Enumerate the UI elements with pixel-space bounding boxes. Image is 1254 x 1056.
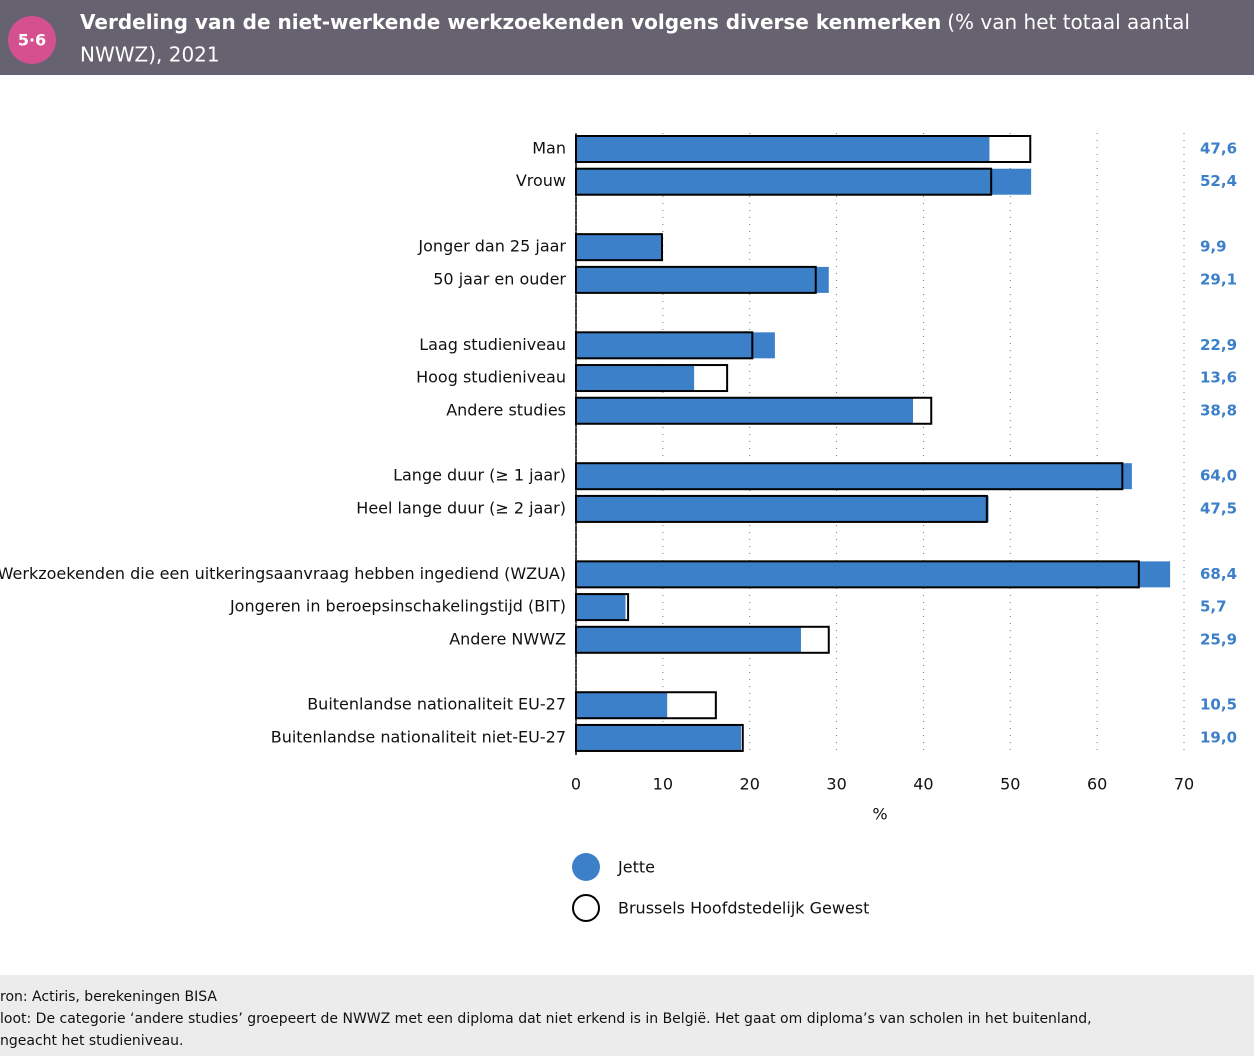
y-tick-label: Buitenlandse nationaliteit EU-27 bbox=[307, 695, 566, 714]
note: loot: De categorie ‘andere studies’ groe… bbox=[0, 1011, 1092, 1027]
bar-outline bbox=[575, 625, 830, 654]
bar bbox=[576, 234, 662, 261]
header-bar bbox=[0, 0, 1254, 75]
x-tick-label: 70 bbox=[1174, 775, 1194, 794]
bar bbox=[576, 136, 990, 162]
bar-outline bbox=[575, 462, 1124, 491]
value-label: 47,6 bbox=[1200, 140, 1237, 158]
bar bbox=[576, 594, 626, 621]
y-tick-label: Buitenlandse nationaliteit niet-EU-27 bbox=[271, 727, 566, 746]
bar bbox=[576, 365, 695, 392]
bar-outline bbox=[575, 331, 754, 360]
source: ron: Actiris, berekeningen BISA bbox=[0, 989, 217, 1005]
bar bbox=[576, 561, 1171, 588]
value-label: 25,9 bbox=[1200, 630, 1237, 648]
title: Verdeling van de niet-werkende werkzoeke… bbox=[80, 10, 941, 34]
bar bbox=[576, 692, 668, 719]
header-title: Verdeling van de niet-werkende werkzoeke… bbox=[80, 10, 1190, 34]
bar-outline bbox=[575, 691, 717, 720]
bar bbox=[576, 495, 989, 522]
legend-label: Brussels Hoofdstedelijk Gewest bbox=[618, 899, 869, 918]
subtitle: NWWZ), 2021 bbox=[80, 43, 220, 67]
note: ngeacht het studieniveau. bbox=[0, 1033, 184, 1049]
y-tick-label: Lange duur (≥ 1 jaar) bbox=[393, 466, 566, 485]
y-tick-label: Andere NWWZ bbox=[449, 629, 566, 648]
subtitle: (% van het totaal aantal bbox=[947, 10, 1190, 34]
x-axis-label: % bbox=[872, 805, 887, 824]
value-label: 68,4 bbox=[1200, 565, 1237, 583]
bar bbox=[576, 332, 775, 359]
bar-outline bbox=[575, 364, 729, 393]
x-tick-label: 20 bbox=[740, 775, 760, 794]
value-label: 47,5 bbox=[1200, 499, 1237, 517]
y-tick-label: Laag studieniveau bbox=[419, 335, 566, 354]
x-tick-label: 60 bbox=[1087, 775, 1107, 794]
value-label: 9,9 bbox=[1200, 238, 1227, 256]
value-label: 22,9 bbox=[1200, 336, 1237, 354]
x-tick-label: 50 bbox=[1000, 775, 1020, 794]
y-tick-label: Jonger dan 25 jaar bbox=[417, 237, 566, 256]
x-tick-label: 30 bbox=[826, 775, 846, 794]
bar-outline bbox=[575, 135, 1032, 163]
badge bbox=[8, 16, 56, 64]
value-label: 29,1 bbox=[1200, 270, 1237, 288]
value-label: 13,6 bbox=[1200, 369, 1237, 387]
badge-label: 5·6 bbox=[18, 31, 46, 50]
value-label: 52,4 bbox=[1200, 172, 1237, 190]
bar-outline bbox=[575, 233, 663, 262]
legend-label: Jette bbox=[617, 858, 655, 877]
y-tick-label: Andere studies bbox=[446, 400, 566, 419]
bar-outline bbox=[575, 494, 988, 523]
bar-outline bbox=[575, 723, 744, 752]
footer-bar bbox=[0, 975, 1254, 1056]
legend-marker bbox=[572, 894, 600, 922]
value-label: 10,5 bbox=[1200, 696, 1237, 714]
y-tick-label: Jongeren in beroepsinschakelingstijd (BI… bbox=[229, 597, 566, 616]
bar bbox=[576, 168, 1032, 195]
bar-outline bbox=[575, 265, 817, 294]
x-tick-label: 0 bbox=[571, 775, 581, 794]
y-tick-label: Werkzoekenden die een uitkeringsaanvraag… bbox=[0, 564, 566, 583]
bar-outline bbox=[575, 560, 1140, 589]
y-tick-label: Man bbox=[532, 139, 566, 158]
bar bbox=[576, 266, 829, 293]
y-tick-label: Hoog studieniveau bbox=[416, 368, 566, 387]
bar bbox=[576, 463, 1132, 490]
x-tick-label: 10 bbox=[653, 775, 673, 794]
value-label: 19,0 bbox=[1200, 728, 1237, 746]
x-tick-label: 40 bbox=[913, 775, 933, 794]
bar-outline bbox=[575, 593, 630, 622]
y-tick-label: Vrouw bbox=[516, 171, 566, 190]
bar bbox=[576, 397, 914, 424]
value-label: 64,0 bbox=[1200, 467, 1237, 485]
bar-outline bbox=[575, 167, 993, 196]
bar bbox=[576, 724, 742, 751]
value-label: 5,7 bbox=[1200, 598, 1227, 616]
bar bbox=[576, 626, 801, 653]
y-tick-label: 50 jaar en ouder bbox=[433, 269, 566, 288]
legend-marker bbox=[572, 853, 600, 881]
value-label: 38,8 bbox=[1200, 401, 1237, 419]
y-tick-label: Heel lange duur (≥ 2 jaar) bbox=[356, 498, 566, 517]
bar-outline bbox=[575, 396, 933, 425]
